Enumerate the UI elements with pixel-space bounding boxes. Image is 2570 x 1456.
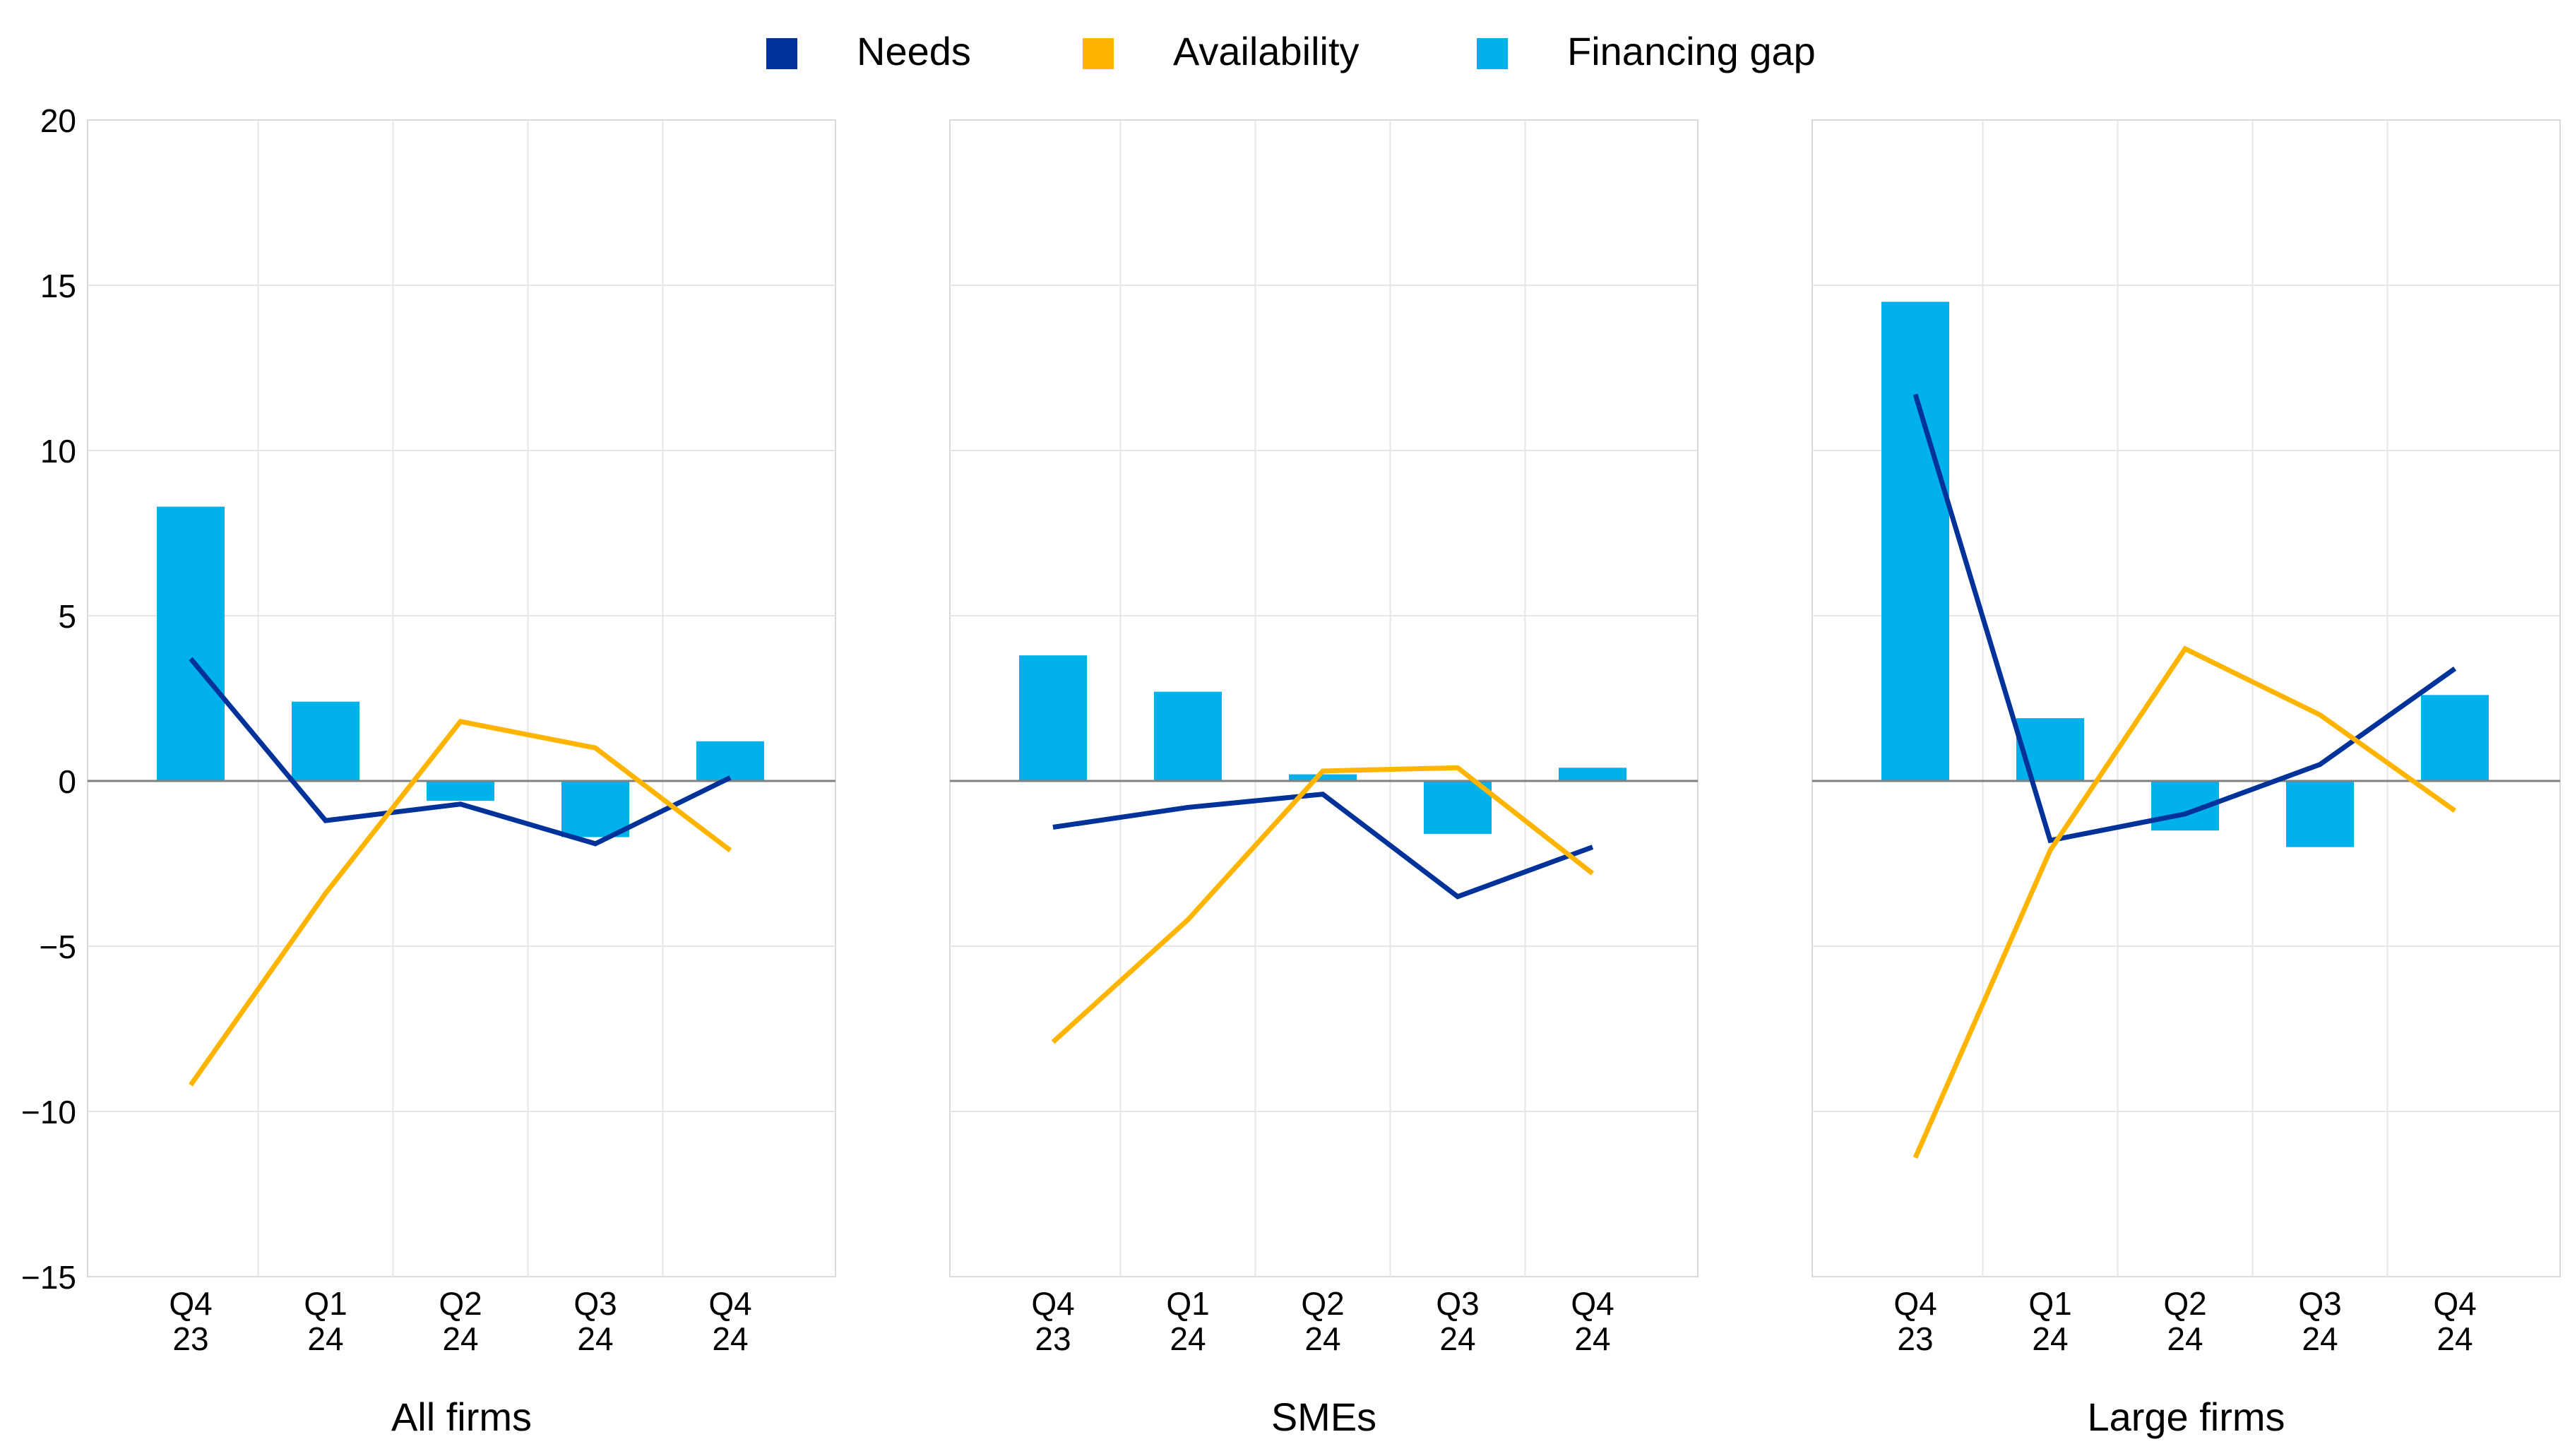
bar-financing-gap	[2421, 695, 2489, 781]
line-needs	[1052, 792, 1594, 900]
x-tick-label: Q1	[2028, 1285, 2071, 1322]
legend-swatch-availability	[1083, 38, 1114, 69]
y-tick-label: −5	[40, 929, 76, 965]
bar-financing-gap	[2286, 781, 2354, 847]
x-tick-label: Q4	[708, 1285, 751, 1322]
x-tick-label: Q3	[1436, 1285, 1479, 1322]
bar-financing-gap	[2016, 718, 2084, 781]
bar-financing-gap	[561, 781, 629, 837]
bar-financing-gap	[1019, 655, 1087, 781]
x-tick-label: Q4	[1031, 1285, 1074, 1322]
x-tick-label: 23	[1035, 1320, 1071, 1357]
x-tick-label: 24	[712, 1320, 748, 1357]
plot-frame	[949, 119, 1699, 1277]
x-tick-label: Q1	[304, 1285, 347, 1322]
x-tick-label: Q1	[1166, 1285, 1209, 1322]
y-tick-label: 5	[58, 598, 76, 635]
line-availability	[1912, 645, 2457, 1159]
bar-financing-gap	[1154, 691, 1222, 781]
bar-financing-gap	[427, 781, 494, 801]
y-tick-label: 20	[40, 102, 76, 139]
x-tick-label: Q3	[2298, 1285, 2341, 1322]
x-tick-label: 24	[2032, 1320, 2068, 1357]
bar-financing-gap	[1289, 774, 1357, 781]
bar-financing-gap	[1881, 302, 1949, 781]
x-tick-label: Q3	[573, 1285, 617, 1322]
plot-frame	[87, 119, 836, 1277]
x-tick-label: Q2	[1301, 1285, 1344, 1322]
plot-frame	[1812, 119, 2561, 1277]
x-tick-label: 24	[577, 1320, 613, 1357]
line-needs	[189, 657, 732, 847]
x-tick-label: 24	[2167, 1320, 2203, 1357]
bar-financing-gap	[1424, 781, 1492, 834]
y-tick-label: −10	[21, 1094, 76, 1130]
legend: Needs Availability Financing gap	[766, 29, 1816, 73]
x-tick-label: 24	[1439, 1320, 1475, 1357]
x-tick-label: Q2	[2163, 1285, 2206, 1322]
x-tick-label: 24	[442, 1320, 478, 1357]
x-tick-label: 23	[172, 1320, 208, 1357]
bar-financing-gap	[696, 741, 764, 781]
panel-title: Large firms	[2087, 1395, 2285, 1439]
legend-label-needs: Needs	[857, 29, 971, 73]
legend-label-availability: Availability	[1173, 29, 1360, 73]
legend-swatch-financing-gap	[1477, 38, 1508, 69]
legend-item-needs: Needs	[766, 29, 971, 73]
y-tick-label: 15	[40, 268, 76, 304]
y-tick-label: 0	[58, 763, 76, 800]
x-tick-label: 24	[2437, 1320, 2473, 1357]
x-tick-label: Q4	[1893, 1285, 1937, 1322]
bar-financing-gap	[157, 506, 225, 781]
y-tick-label: 10	[40, 433, 76, 470]
x-tick-label: 24	[307, 1320, 343, 1357]
x-tick-label: 24	[2302, 1320, 2338, 1357]
legend-item-availability: Availability	[1083, 29, 1360, 73]
legend-swatch-needs	[766, 38, 797, 69]
bar-financing-gap	[292, 701, 359, 781]
y-tick-label: −15	[21, 1259, 76, 1296]
bar-financing-gap	[1559, 768, 1626, 781]
line-availability	[189, 718, 732, 1087]
legend-item-financing-gap: Financing gap	[1477, 29, 1816, 73]
panel-title: All firms	[391, 1395, 532, 1439]
x-tick-label: Q4	[1571, 1285, 1614, 1322]
legend-label-financing-gap: Financing gap	[1567, 29, 1816, 73]
line-availability	[1051, 765, 1595, 1044]
x-tick-label: 24	[1304, 1320, 1340, 1357]
line-needs	[1912, 393, 2457, 844]
x-tick-label: Q2	[439, 1285, 482, 1322]
x-tick-label: 24	[1170, 1320, 1206, 1357]
x-tick-label: 23	[1897, 1320, 1933, 1357]
x-tick-label: Q4	[2433, 1285, 2476, 1322]
panel-title: SMEs	[1271, 1395, 1376, 1439]
x-tick-label: Q4	[169, 1285, 212, 1322]
y-axis: 20 15 10 5 0 −5 −10 −15	[21, 102, 76, 1296]
x-tick-label: 24	[1574, 1320, 1610, 1357]
